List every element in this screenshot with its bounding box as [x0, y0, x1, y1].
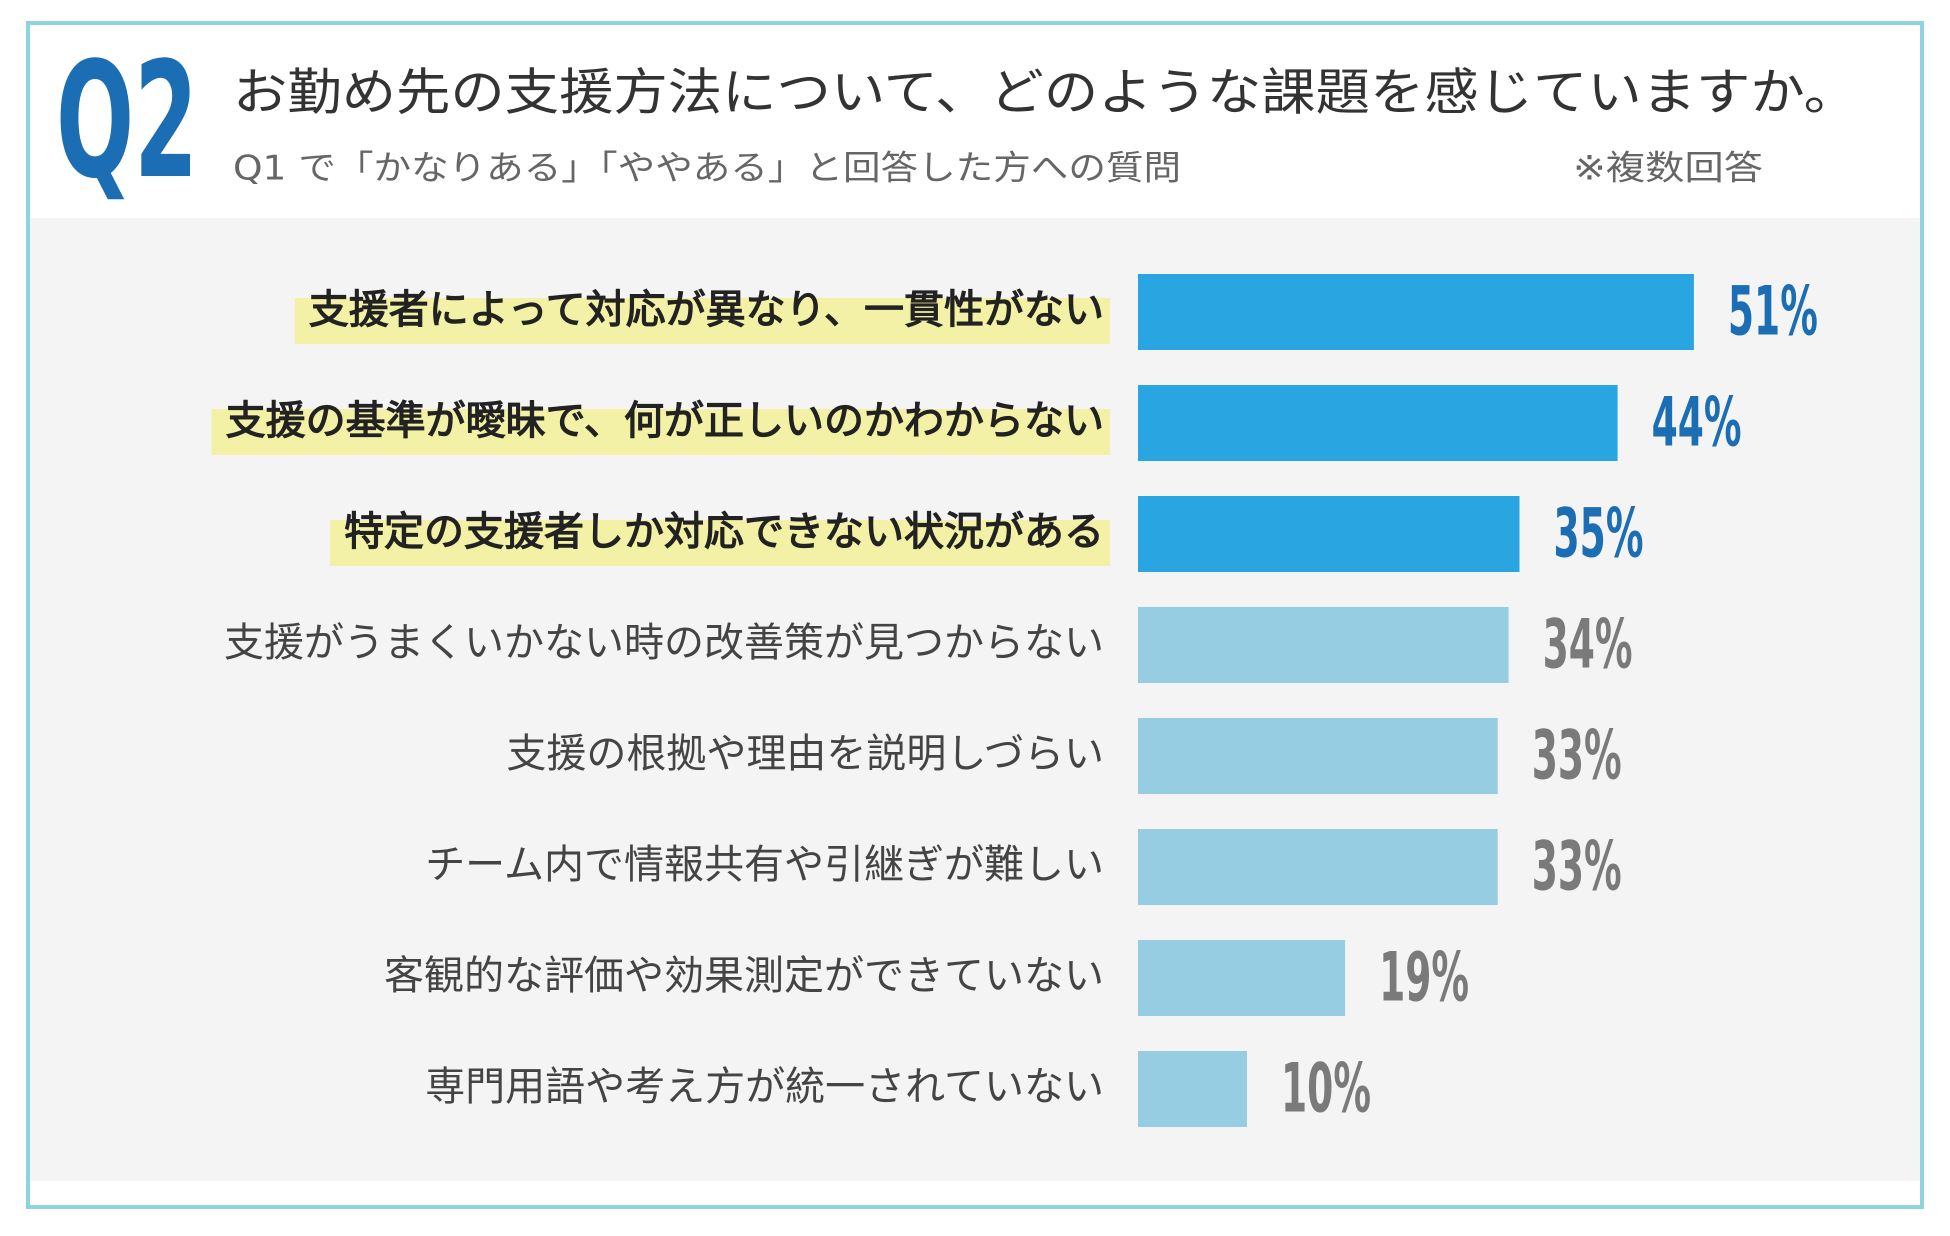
- category-label: 専門用語や考え方が統一されていない: [425, 1064, 1104, 1110]
- category-label: 支援者によって対応が異なり、一貫性がない: [309, 287, 1104, 333]
- note: ※複数回答: [1573, 149, 1763, 189]
- label-highlight: [294, 298, 1110, 344]
- subtitle: Q1 で「かなりある」「ややある」と回答した方への質問: [233, 149, 1181, 189]
- bar: [1138, 607, 1509, 683]
- value-label: 33%: [1532, 828, 1622, 907]
- value-label: 33%: [1532, 717, 1622, 796]
- bar: [1138, 940, 1346, 1016]
- bar: [1138, 829, 1498, 905]
- panel: [28, 218, 1922, 1181]
- value-label: 10%: [1281, 1050, 1371, 1129]
- bars: 支援者によって対応が異なり、一貫性がない 51% 支援の基準が曖昧で、何が正しいのか…: [211, 273, 1818, 1129]
- category-label: チーム内で情報共有や引継ぎが難しい: [425, 842, 1104, 888]
- bar: [1138, 496, 1520, 572]
- value-label: 51%: [1728, 273, 1818, 352]
- value-label: 19%: [1379, 939, 1469, 1018]
- frame: [26, 21, 1924, 1209]
- bar: [1138, 1051, 1247, 1127]
- bar: [1138, 385, 1618, 461]
- category-label: 客観的な評価や効果測定ができていない: [384, 953, 1104, 999]
- category-label: 支援がうまくいかない時の改善策が見つからない: [224, 620, 1104, 666]
- value-label: 35%: [1554, 495, 1644, 574]
- value-label: 44%: [1652, 384, 1742, 463]
- label-highlight: [211, 409, 1110, 455]
- chart-title: お勤め先の支援方法について、どのような課題を感じていますか。: [233, 64, 1858, 122]
- category-label: 特定の支援者しか対応できない状況がある: [344, 509, 1104, 555]
- value-label: 34%: [1543, 606, 1633, 685]
- bar: [1138, 274, 1694, 350]
- bar: [1138, 718, 1498, 794]
- category-label: 支援の基準が曖昧で、何が正しいのかわからない: [226, 398, 1104, 444]
- label-highlight: [330, 520, 1110, 566]
- badge: Q2: [56, 27, 198, 214]
- category-label: 支援の根拠や理由を説明しづらい: [506, 731, 1104, 777]
